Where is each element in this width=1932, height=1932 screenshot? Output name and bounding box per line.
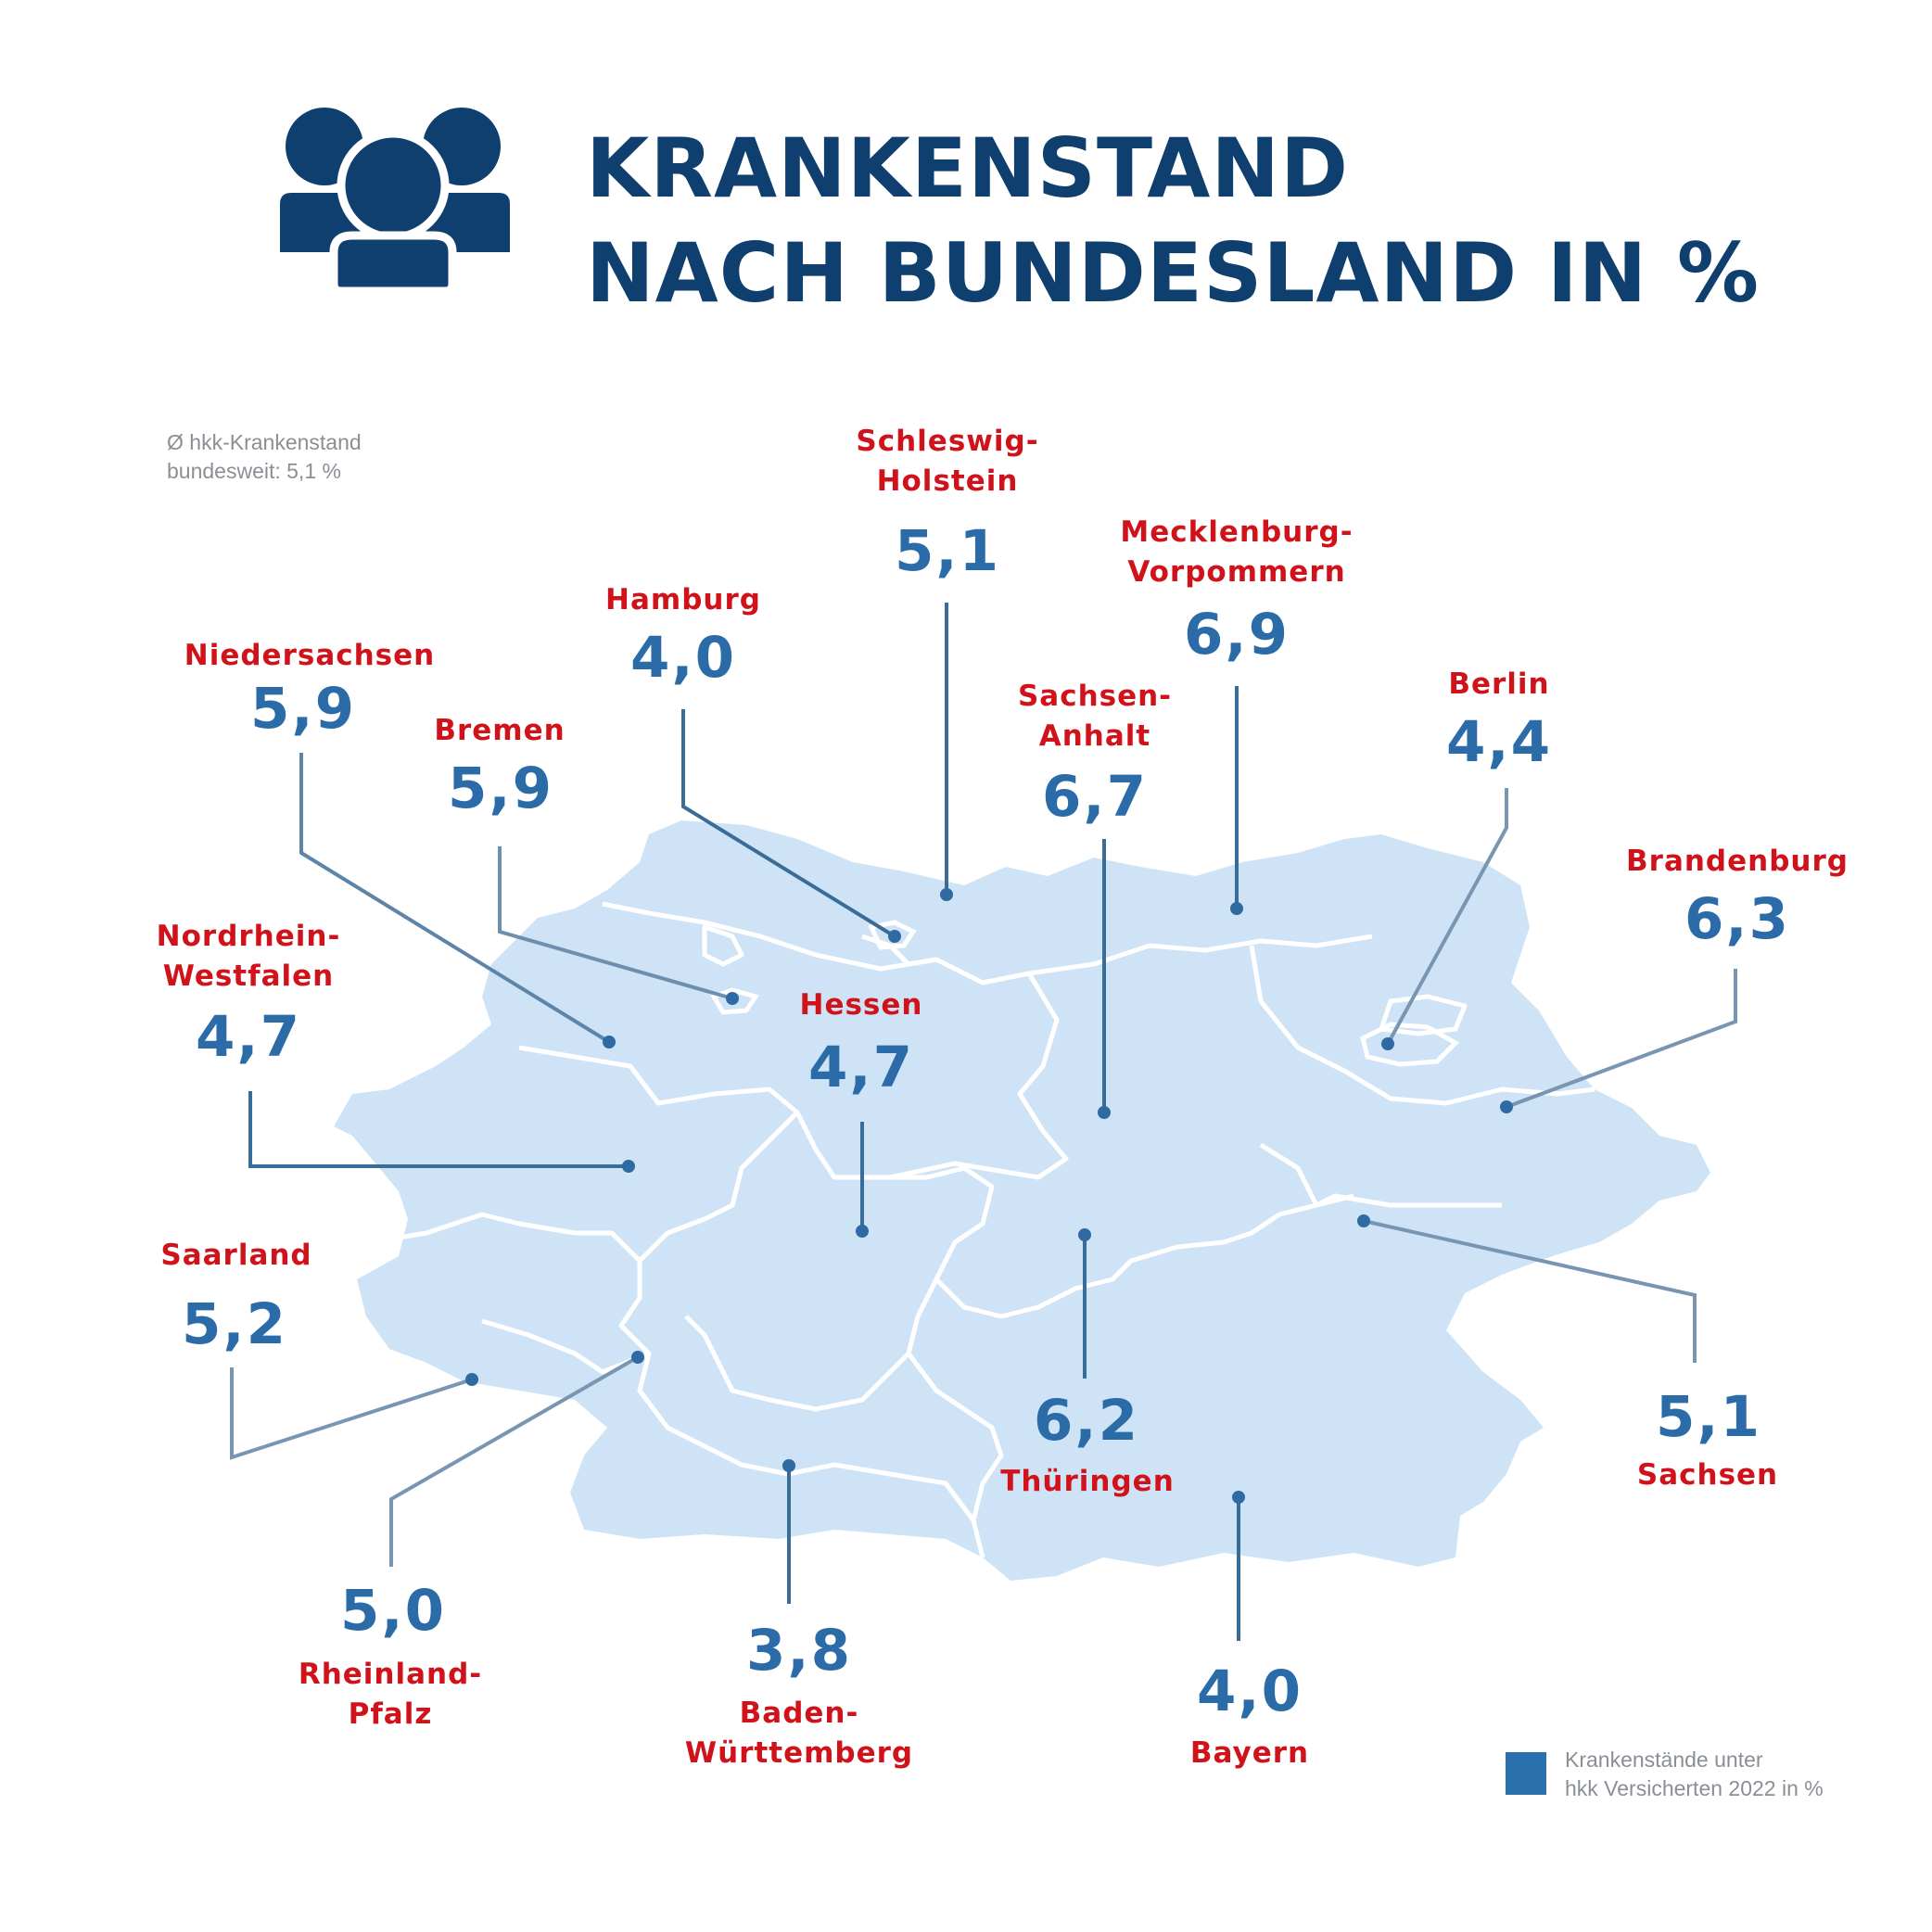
state-name-line: Sachsen- bbox=[1017, 680, 1173, 713]
state-value-saarland: 5,2 bbox=[181, 1291, 288, 1357]
state-value-berlin: 4,4 bbox=[1445, 709, 1553, 775]
state-name-line: Berlin bbox=[1448, 667, 1550, 701]
leader-sachsen bbox=[1363, 1219, 1697, 1363]
state-name-brandenburg: Brandenburg bbox=[1626, 842, 1849, 882]
page-title-line-2: NACH BUNDESLAND IN % bbox=[586, 225, 1760, 321]
state-value-baden-wuerttemberg: 3,8 bbox=[745, 1618, 853, 1684]
state-value-sachsen-anhalt: 6,7 bbox=[1041, 764, 1149, 830]
state-name-line: Brandenburg bbox=[1626, 845, 1849, 878]
state-value-bayern: 4,0 bbox=[1196, 1659, 1303, 1724]
state-name-schleswig-holstein: Schleswig- Holstein bbox=[856, 422, 1038, 502]
state-name-line: Baden- bbox=[739, 1697, 859, 1730]
leader-niedersachsen bbox=[299, 753, 611, 1044]
state-name-line: Holstein bbox=[876, 464, 1019, 498]
national-average-note: Ø hkk-Krankenstand bundesweit: 5,1 % bbox=[167, 428, 362, 486]
state-name-line: Württemberg bbox=[684, 1736, 914, 1770]
state-name-line: Rheinland- bbox=[298, 1658, 483, 1691]
state-name-line: Schleswig- bbox=[856, 425, 1039, 458]
leader-nordrhein-westfalen bbox=[248, 1091, 629, 1168]
state-name-line: Westfalen bbox=[162, 960, 335, 993]
state-name-line: Anhalt bbox=[1038, 719, 1151, 753]
state-name-line: Bremen bbox=[434, 714, 566, 747]
state-name-rheinland-pfalz: Rheinland- Pfalz bbox=[299, 1655, 482, 1735]
marker-saarland bbox=[465, 1373, 478, 1386]
hamburg-outline bbox=[868, 920, 917, 950]
marker-sachsen bbox=[1357, 1214, 1370, 1227]
state-name-sachsen-anhalt: Sachsen- Anhalt bbox=[1018, 677, 1172, 756]
legend-swatch bbox=[1506, 1752, 1546, 1795]
state-name-bremen: Bremen bbox=[434, 711, 565, 751]
state-name-niedersachsen: Niedersachsen bbox=[184, 636, 435, 676]
state-name-thueringen: Thüringen bbox=[1000, 1462, 1175, 1502]
state-name-hessen: Hessen bbox=[800, 985, 923, 1025]
state-value-mecklenburg-vorpommern: 6,9 bbox=[1183, 602, 1290, 667]
state-name-hamburg: Hamburg bbox=[605, 580, 761, 620]
germany-outline bbox=[334, 820, 1710, 1581]
leader-brandenburg bbox=[1506, 969, 1737, 1109]
state-name-berlin: Berlin bbox=[1448, 665, 1549, 705]
state-value-bremen: 5,9 bbox=[447, 756, 554, 821]
state-name-line: Hessen bbox=[799, 988, 923, 1022]
legend-text: Krankenstände unter hkk Versicherten 202… bbox=[1565, 1746, 1824, 1803]
marker-thueringen bbox=[1078, 1228, 1091, 1241]
state-name-line: Bayern bbox=[1189, 1736, 1310, 1770]
state-name-mecklenburg-vorpommern: Mecklenburg- Vorpommern bbox=[1120, 513, 1353, 592]
marker-bremen bbox=[726, 992, 739, 1005]
marker-sachsen-anhalt bbox=[1098, 1106, 1111, 1119]
people-group-icon bbox=[280, 108, 510, 295]
bremen-outline bbox=[710, 987, 759, 1015]
state-name-line: Vorpommern bbox=[1127, 555, 1346, 589]
marker-hamburg bbox=[888, 930, 901, 943]
leader-bremen bbox=[498, 846, 733, 1000]
leader-berlin bbox=[1386, 788, 1508, 1045]
marker-brandenburg bbox=[1500, 1100, 1513, 1113]
leader-rheinland-pfalz bbox=[389, 1355, 639, 1567]
marker-schleswig-holstein bbox=[940, 888, 953, 901]
marker-mecklenburg-vorpommern bbox=[1230, 902, 1243, 915]
legend-text-line-2: hkk Versicherten 2022 in % bbox=[1565, 1776, 1824, 1800]
marker-bayern bbox=[1232, 1491, 1245, 1504]
leader-hamburg bbox=[681, 709, 896, 938]
state-name-line: Pfalz bbox=[348, 1697, 433, 1731]
marker-berlin bbox=[1381, 1037, 1394, 1050]
leader-saarland bbox=[230, 1367, 473, 1460]
state-name-line: Sachsen bbox=[1636, 1458, 1779, 1492]
marker-rheinland-pfalz bbox=[631, 1351, 644, 1364]
state-value-sachsen: 5,1 bbox=[1655, 1384, 1762, 1450]
state-name-line: Nordrhein- bbox=[156, 920, 341, 953]
state-value-thueringen: 6,2 bbox=[1033, 1388, 1140, 1454]
state-name-bayern: Bayern bbox=[1190, 1734, 1309, 1773]
state-value-hamburg: 4,0 bbox=[629, 625, 737, 691]
marker-nordrhein-westfalen bbox=[622, 1160, 635, 1173]
state-value-nordrhein-westfalen: 4,7 bbox=[195, 1004, 302, 1070]
page-title-line-1: KRANKENSTAND bbox=[586, 121, 1350, 216]
state-name-line: Saarland bbox=[160, 1239, 312, 1272]
state-value-schleswig-holstein: 5,1 bbox=[894, 518, 1001, 584]
state-name-baden-wuerttemberg: Baden- Württemberg bbox=[685, 1694, 913, 1773]
state-value-rheinland-pfalz: 5,0 bbox=[339, 1578, 447, 1644]
marker-hessen bbox=[856, 1225, 869, 1238]
state-value-niedersachsen: 5,9 bbox=[249, 676, 357, 742]
state-name-nordrhein-westfalen: Nordrhein- Westfalen bbox=[157, 917, 341, 997]
state-name-line: Mecklenburg- bbox=[1120, 515, 1354, 549]
legend-text-line-1: Krankenstände unter bbox=[1565, 1748, 1763, 1772]
state-value-brandenburg: 6,3 bbox=[1684, 886, 1791, 952]
state-name-line: Thüringen bbox=[1000, 1465, 1175, 1498]
average-note-line-2: bundesweit: 5,1 % bbox=[167, 459, 341, 483]
state-name-saarland: Saarland bbox=[160, 1236, 311, 1276]
state-value-hessen: 4,7 bbox=[807, 1035, 915, 1100]
average-note-line-1: Ø hkk-Krankenstand bbox=[167, 430, 362, 454]
marker-niedersachsen bbox=[603, 1036, 616, 1049]
marker-baden-wuerttemberg bbox=[782, 1459, 795, 1472]
state-name-line: Hamburg bbox=[605, 583, 761, 616]
state-name-line: Niedersachsen bbox=[184, 639, 436, 672]
state-name-sachsen: Sachsen bbox=[1637, 1455, 1778, 1495]
